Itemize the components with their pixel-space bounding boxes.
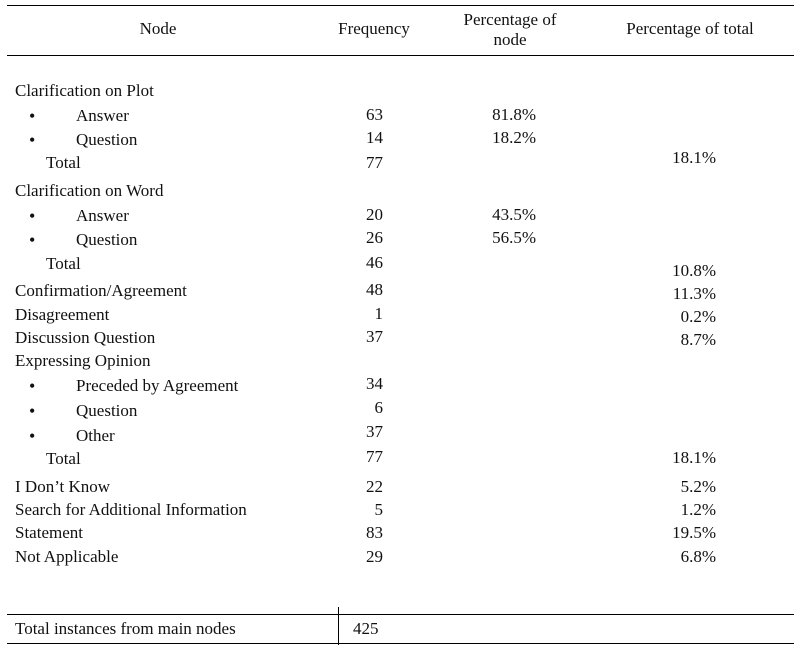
header-percentage-of-total: Percentage of total	[626, 19, 754, 38]
percentage-of-total-value: 19.5%	[672, 523, 716, 542]
node-label: I Don’t Know	[15, 477, 111, 496]
frequency-value: 29	[366, 547, 383, 566]
percentage-of-total-value: 5.2%	[680, 477, 716, 496]
percentage-of-total-value: 18.1%	[672, 148, 716, 167]
node-label: Clarification on Plot	[15, 81, 154, 100]
node-label: Search for Additional Information	[15, 500, 247, 519]
bullet-icon: •	[29, 106, 36, 126]
subnode-label: Answer	[76, 206, 129, 225]
node-label: Not Applicable	[15, 547, 119, 566]
frequency-value: 83	[366, 523, 383, 542]
header-percentage-of-node-line1: Percentage of	[463, 10, 557, 29]
frequency-value: 46	[366, 253, 383, 272]
percentage-of-total-value: 6.8%	[680, 547, 716, 566]
percentage-of-node-value: 56.5%	[492, 228, 536, 247]
total-label: Total	[46, 449, 81, 468]
bullet-icon: •	[29, 230, 36, 250]
frequency-value: 20	[366, 205, 383, 224]
bottom-rule	[7, 643, 794, 644]
subnode-label: Question	[76, 130, 138, 149]
footer-total-value: 425	[353, 619, 379, 638]
percentage-of-node-value: 81.8%	[492, 105, 536, 124]
percentage-of-total-value: 11.3%	[672, 284, 716, 303]
footer-top-rule	[7, 614, 794, 615]
percentage-of-total-value: 0.2%	[680, 307, 716, 326]
frequency-value: 6	[374, 398, 384, 417]
header-frequency: Frequency	[338, 19, 410, 38]
frequency-value: 37	[366, 327, 383, 346]
bullet-icon: •	[29, 401, 36, 421]
header-node: Node	[139, 19, 177, 38]
total-label: Total	[46, 254, 81, 273]
node-label: Clarification on Word	[15, 181, 164, 200]
node-label: Discussion Question	[15, 328, 156, 347]
frequency-value: 22	[366, 477, 383, 496]
frequency-value: 26	[366, 228, 383, 247]
bullet-icon: •	[29, 130, 36, 150]
top-rule	[7, 5, 794, 6]
subnode-label: Answer	[76, 106, 129, 125]
bullet-icon: •	[29, 206, 36, 226]
header-percentage-of-node: Percentage of node	[440, 10, 580, 50]
percentage-of-total-value: 8.7%	[680, 330, 716, 349]
frequency-value: 77	[366, 153, 383, 172]
frequency-value: 63	[366, 105, 383, 124]
frequency-value: 77	[366, 447, 383, 466]
footer-total-label: Total instances from main nodes	[15, 619, 236, 638]
subnode-label: Question	[76, 230, 138, 249]
frequency-value: 48	[366, 280, 383, 299]
frequency-value: 37	[366, 422, 383, 441]
bullet-icon: •	[29, 426, 36, 446]
header-percentage-of-node-line2: node	[493, 30, 527, 49]
subnode-label: Other	[76, 426, 115, 445]
node-label: Disagreement	[15, 305, 110, 324]
node-label: Expressing Opinion	[15, 351, 151, 370]
percentage-of-total-value: 1.2%	[680, 500, 716, 519]
bullet-icon: •	[29, 376, 36, 396]
frequency-value: 5	[374, 500, 384, 519]
total-label: Total	[46, 153, 81, 172]
frequency-value: 34	[366, 374, 383, 393]
percentage-of-node-value: 18.2%	[492, 128, 536, 147]
percentage-of-total-value: 18.1%	[672, 448, 716, 467]
node-label: Statement	[15, 523, 83, 542]
percentage-of-node-value: 43.5%	[492, 205, 536, 224]
header-rule	[7, 55, 794, 56]
subnode-label: Question	[76, 401, 138, 420]
subnode-label: Preceded by Agreement	[76, 376, 239, 395]
footer-column-divider	[338, 607, 339, 645]
frequency-value: 1	[374, 304, 384, 323]
frequency-value: 14	[366, 128, 383, 147]
node-label: Confirmation/Agreement	[15, 281, 187, 300]
percentage-of-total-value: 10.8%	[672, 261, 716, 280]
